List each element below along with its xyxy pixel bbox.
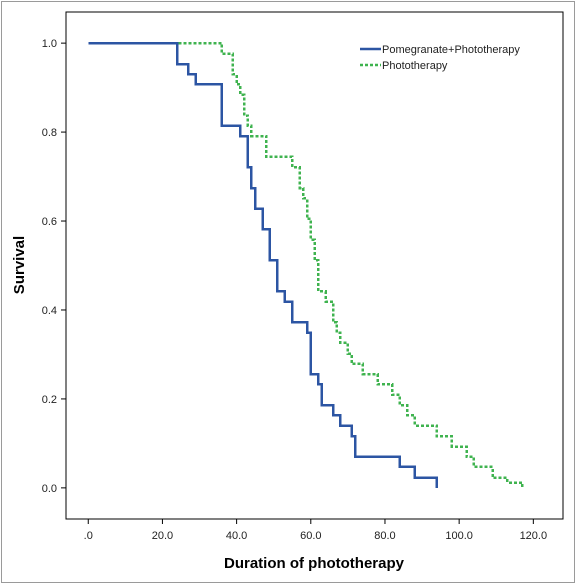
y-tick-label: 0.0 <box>42 483 57 495</box>
y-tick-label: 0.8 <box>42 127 57 139</box>
axis-ticks: .0 20.0 40.0 60.0 80.0 100.0 120.0 0.0 0.2 0.4 0.6… <box>42 38 547 542</box>
plot-area <box>65 11 564 520</box>
y-axis-label: Survival <box>11 236 28 294</box>
y-tick-label: 1.0 <box>42 38 57 50</box>
legend: Pomegranate+Phototherapy Phototherapy <box>360 44 520 72</box>
x-tick-label: 80.0 <box>374 530 395 542</box>
x-tick-label: 20.0 <box>152 530 173 542</box>
x-tick-label: .0 <box>84 530 93 542</box>
x-tick-label: 60.0 <box>300 530 321 542</box>
legend-label-phototherapy: Phototherapy <box>382 60 448 72</box>
survival-line-phototherapy <box>88 41 524 488</box>
x-tick-label: 40.0 <box>226 530 247 542</box>
legend-label-pomegranate-phototherapy: Pomegranate+Phototherapy <box>382 44 520 56</box>
survival-line-pomegranate-phototherapy <box>88 41 439 488</box>
y-tick-label: 0.2 <box>42 394 57 406</box>
y-tick-label: 0.6 <box>42 216 57 228</box>
y-tick-label: 0.4 <box>42 305 57 317</box>
x-tick-label: 120.0 <box>520 530 548 542</box>
survival-curves <box>88 41 524 488</box>
x-tick-label: 100.0 <box>445 530 473 542</box>
x-axis-label: Duration of phototherapy <box>224 555 405 572</box>
